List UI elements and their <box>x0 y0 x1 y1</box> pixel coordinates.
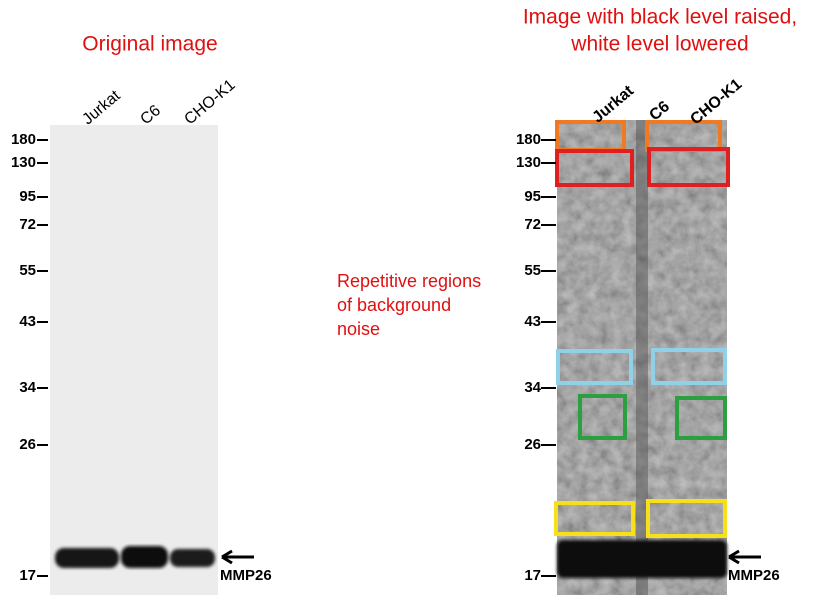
arrow <box>728 549 761 565</box>
marker-label: 180 <box>516 131 541 148</box>
marker-label: 43 <box>19 313 36 330</box>
marker-label: 95 <box>19 188 36 205</box>
marker-label: 130 <box>516 154 541 171</box>
annotation: of background <box>337 295 451 315</box>
band <box>170 549 215 567</box>
membrane <box>50 125 218 595</box>
marker-label: 55 <box>19 262 36 279</box>
marker-label: 72 <box>524 216 541 233</box>
box-green <box>578 394 627 440</box>
box-red <box>555 149 634 187</box>
panel-title: white level lowered <box>570 33 748 56</box>
marker-label: 17 <box>19 567 36 584</box>
box-yellow <box>554 501 635 536</box>
marker-label: 95 <box>524 188 541 205</box>
bands <box>557 540 727 578</box>
marker-label: 26 <box>19 436 36 453</box>
box-blue <box>651 348 727 385</box>
box-red <box>647 147 730 187</box>
lane-gap <box>636 120 648 595</box>
left-blot <box>50 125 254 595</box>
marker-label: 34 <box>19 379 36 396</box>
annotation: Repetitive regions <box>337 271 481 291</box>
marker-label: 43 <box>524 313 541 330</box>
annotation: noise <box>337 319 380 339</box>
marker-label: 180 <box>11 131 36 148</box>
band-label: MMP26 <box>220 567 272 584</box>
right-blot <box>554 120 761 595</box>
marker-label: 72 <box>19 216 36 233</box>
band-label: MMP26 <box>728 567 780 584</box>
bands <box>55 546 215 568</box>
panel-title: Image with black level raised, <box>523 6 797 29</box>
marker-label: 26 <box>524 436 541 453</box>
box-green <box>675 396 727 440</box>
box-blue <box>556 349 633 385</box>
band <box>557 540 727 578</box>
panel-title: Original image <box>82 33 217 56</box>
marker-label: 17 <box>524 567 541 584</box>
highlight-boxes <box>554 120 730 538</box>
band <box>121 546 168 568</box>
marker-label: 34 <box>524 379 541 396</box>
box-yellow <box>646 499 727 538</box>
marker-label: 130 <box>11 154 36 171</box>
marker-label: 55 <box>524 262 541 279</box>
arrow <box>221 549 254 565</box>
band <box>55 548 119 568</box>
